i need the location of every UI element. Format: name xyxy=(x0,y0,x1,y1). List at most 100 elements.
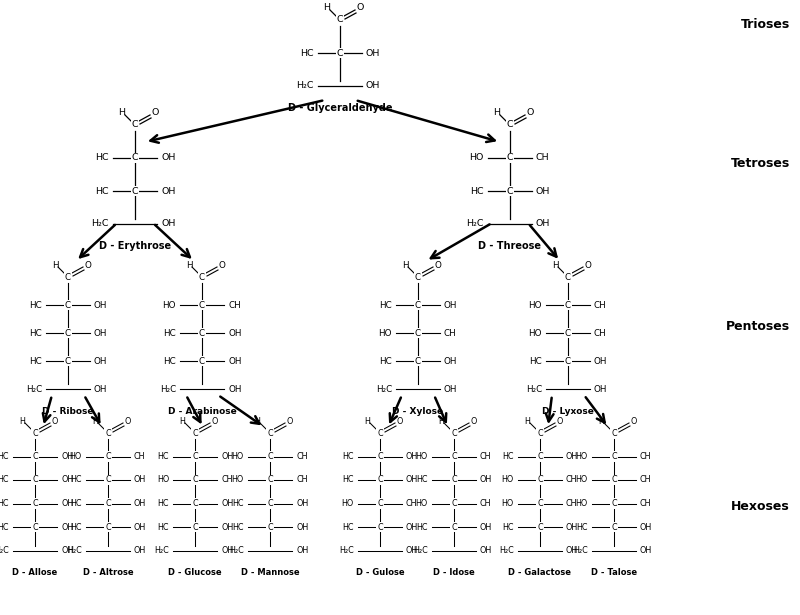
Text: O: O xyxy=(471,416,477,426)
Text: D - Glyceraldehyde: D - Glyceraldehyde xyxy=(288,103,392,113)
Text: HO: HO xyxy=(162,301,176,309)
Text: H₂C: H₂C xyxy=(414,546,428,555)
Text: OH: OH xyxy=(594,384,607,394)
Text: HC: HC xyxy=(158,499,169,508)
Text: HO: HO xyxy=(157,475,169,485)
Text: C: C xyxy=(65,272,71,282)
Text: O: O xyxy=(212,416,218,426)
Text: H: H xyxy=(52,261,58,269)
Text: OH: OH xyxy=(480,475,492,485)
Text: HC: HC xyxy=(70,523,82,531)
Text: D - Altrose: D - Altrose xyxy=(82,568,134,577)
Text: HC: HC xyxy=(163,328,176,338)
Text: CH: CH xyxy=(566,475,578,485)
Text: HC: HC xyxy=(30,357,42,365)
Text: HC: HC xyxy=(30,301,42,309)
Text: HC: HC xyxy=(30,328,42,338)
Text: C: C xyxy=(377,475,383,485)
Text: D - Glucose: D - Glucose xyxy=(168,568,222,577)
Text: H: H xyxy=(494,108,501,117)
Text: OH: OH xyxy=(161,154,175,162)
Text: C: C xyxy=(451,499,457,508)
Text: C: C xyxy=(65,301,71,309)
Text: OH: OH xyxy=(94,328,107,338)
Text: HC: HC xyxy=(300,49,314,57)
Text: HC: HC xyxy=(530,357,542,365)
Text: OH: OH xyxy=(444,357,458,365)
Text: HC: HC xyxy=(577,523,588,531)
Text: O: O xyxy=(631,416,637,426)
Text: HO: HO xyxy=(502,475,514,485)
Text: C: C xyxy=(451,429,457,437)
Text: HC: HC xyxy=(0,523,9,531)
Text: C: C xyxy=(537,523,543,531)
Text: OH: OH xyxy=(94,301,107,309)
Text: C: C xyxy=(32,499,38,508)
Text: H₂C: H₂C xyxy=(160,384,176,394)
Text: C: C xyxy=(267,429,273,437)
Text: H₂C: H₂C xyxy=(376,384,392,394)
Text: HO: HO xyxy=(416,452,428,461)
Text: OH: OH xyxy=(536,220,550,229)
Text: C: C xyxy=(415,357,421,365)
Text: CH: CH xyxy=(480,499,491,508)
Text: C: C xyxy=(105,452,111,461)
Text: H₂C: H₂C xyxy=(230,546,244,555)
Text: C: C xyxy=(537,475,543,485)
Text: OH: OH xyxy=(228,328,242,338)
Text: OH: OH xyxy=(61,475,74,485)
Text: O: O xyxy=(397,416,403,426)
Text: C: C xyxy=(415,301,421,309)
Text: C: C xyxy=(537,452,543,461)
Text: H: H xyxy=(254,416,260,426)
Text: C: C xyxy=(105,429,111,437)
Text: HC: HC xyxy=(342,523,354,531)
Text: C: C xyxy=(611,499,617,508)
Text: C: C xyxy=(506,154,514,162)
Text: O: O xyxy=(85,261,91,269)
Text: H₂C: H₂C xyxy=(499,546,514,555)
Text: OH: OH xyxy=(228,357,242,365)
Text: OH: OH xyxy=(536,186,550,196)
Text: D - Arabinose: D - Arabinose xyxy=(168,407,236,416)
Text: OH: OH xyxy=(366,82,380,90)
Text: H₂C: H₂C xyxy=(574,546,588,555)
Text: C: C xyxy=(565,328,571,338)
Text: OH: OH xyxy=(296,499,308,508)
Text: CH: CH xyxy=(134,452,146,461)
Text: CH: CH xyxy=(444,328,457,338)
Text: C: C xyxy=(192,429,198,437)
Text: C: C xyxy=(451,523,457,531)
Text: H: H xyxy=(598,416,604,426)
Text: CH: CH xyxy=(594,328,606,338)
Text: OH: OH xyxy=(61,523,74,531)
Text: C: C xyxy=(267,523,273,531)
Text: O: O xyxy=(526,108,534,117)
Text: O: O xyxy=(287,416,293,426)
Text: H: H xyxy=(524,416,530,426)
Text: CH: CH xyxy=(296,475,307,485)
Text: OH: OH xyxy=(134,475,146,485)
Text: Pentoses: Pentoses xyxy=(726,320,790,333)
Text: D - Gulose: D - Gulose xyxy=(356,568,404,577)
Text: HC: HC xyxy=(233,523,244,531)
Text: D - Threose: D - Threose xyxy=(478,241,542,251)
Text: OH: OH xyxy=(94,384,107,394)
Text: O: O xyxy=(125,416,131,426)
Text: C: C xyxy=(105,499,111,508)
Text: HC: HC xyxy=(163,357,176,365)
Text: C: C xyxy=(611,452,617,461)
Text: OH: OH xyxy=(480,523,492,531)
Text: D - Lyxose: D - Lyxose xyxy=(542,407,594,416)
Text: C: C xyxy=(65,328,71,338)
Text: C: C xyxy=(565,301,571,309)
Text: CH: CH xyxy=(566,499,578,508)
Text: O: O xyxy=(557,416,563,426)
Text: HC: HC xyxy=(70,475,82,485)
Text: H: H xyxy=(552,261,558,269)
Text: D - Idose: D - Idose xyxy=(433,568,475,577)
Text: HO: HO xyxy=(576,475,588,485)
Text: HO: HO xyxy=(502,499,514,508)
Text: OH: OH xyxy=(134,546,146,555)
Text: C: C xyxy=(32,475,38,485)
